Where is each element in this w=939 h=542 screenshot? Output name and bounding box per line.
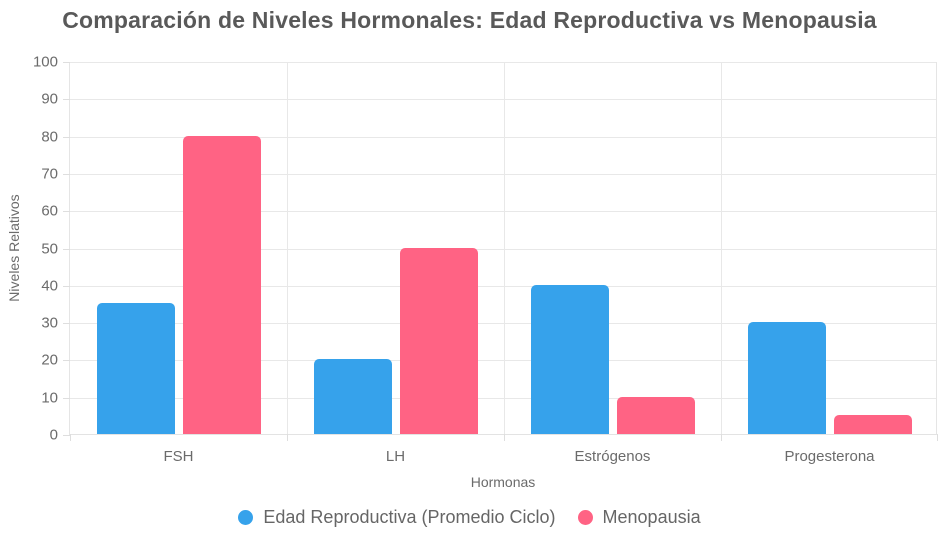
x-axis-title: Hormonas <box>470 474 536 490</box>
y-tick-mark <box>63 173 70 175</box>
gridline-horizontal <box>70 248 936 250</box>
y-tick-mark <box>63 285 70 287</box>
legend-marker-icon <box>238 510 254 525</box>
bar-edad-reproductiva-promedio-ciclo-estrogenos[interactable] <box>530 284 609 434</box>
y-tick-label: 50 <box>41 240 58 257</box>
gridline-horizontal <box>70 211 936 213</box>
y-tick-label: 90 <box>41 90 58 108</box>
gridline-horizontal <box>70 173 936 175</box>
bar-menopausia-lh[interactable] <box>399 247 478 434</box>
y-tick-mark <box>63 99 70 101</box>
x-tick-mark <box>70 434 71 441</box>
legend-item-edad-reproductiva-promedio-ciclo[interactable]: Edad Reproductiva (Promedio Ciclo) <box>238 507 556 528</box>
y-tick-mark <box>63 360 70 362</box>
x-tick-label-estrogenos: Estrógenos <box>574 448 651 465</box>
y-tick-label: 10 <box>41 389 58 407</box>
x-tick-label-lh: LH <box>385 448 406 465</box>
y-tick-mark <box>63 397 70 399</box>
y-tick-mark <box>63 211 70 213</box>
bar-menopausia-progesterona[interactable] <box>833 415 912 434</box>
x-tick-mark <box>504 434 505 441</box>
x-tick-mark <box>287 434 288 441</box>
y-tick-mark <box>63 435 70 436</box>
gridline-horizontal <box>70 397 936 399</box>
y-tick-label: 0 <box>49 426 58 444</box>
legend-item-menopausia[interactable]: Menopausia <box>577 507 701 528</box>
legend-label: Edad Reproductiva (Promedio Ciclo) <box>263 507 556 527</box>
y-tick-label: 20 <box>41 351 58 369</box>
x-tick-label-progesterona: Progesterona <box>784 448 875 465</box>
y-axis-title: Niveles Relativos <box>6 194 22 302</box>
y-tick-label: 40 <box>41 277 58 295</box>
x-tick-mark <box>721 434 722 441</box>
y-tick-label: 80 <box>41 128 58 146</box>
legend: Edad Reproductiva (Promedio Ciclo) Menopa… <box>0 507 939 528</box>
bar-edad-reproductiva-promedio-ciclo-fsh[interactable] <box>96 303 175 434</box>
gridline-vertical <box>287 62 288 434</box>
y-tick-label: 60 <box>41 202 58 220</box>
y-tick-label: 30 <box>41 314 58 332</box>
gridline-vertical <box>721 62 722 434</box>
gridline-vertical <box>504 62 505 434</box>
gridline-horizontal <box>70 285 936 287</box>
bar-menopausia-estrogenos[interactable] <box>616 396 695 434</box>
legend-marker-icon <box>577 510 593 525</box>
bar-edad-reproductiva-promedio-ciclo-progesterona[interactable] <box>747 322 826 434</box>
x-tick-mark <box>937 434 938 441</box>
y-tick-mark <box>63 62 70 63</box>
bar-edad-reproductiva-promedio-ciclo-lh[interactable] <box>313 359 392 434</box>
gridline-horizontal <box>70 62 936 63</box>
legend-label: Menopausia <box>602 507 701 527</box>
gridline-horizontal <box>70 99 936 101</box>
bar-menopausia-fsh[interactable] <box>182 135 261 434</box>
chart-title: Comparación de Niveles Hormonales: Edad … <box>62 7 877 33</box>
y-tick-label: 70 <box>41 165 58 183</box>
gridline-horizontal <box>70 136 936 138</box>
y-tick-mark <box>63 136 70 138</box>
plot-area: 0 10 20 30 40 50 60 70 80 90 100 FSH LH Estrógenos Pro… <box>33 54 938 465</box>
gridline-horizontal <box>70 360 936 362</box>
y-tick-label: 100 <box>32 53 58 71</box>
x-tick-label-fsh: FSH <box>163 448 194 465</box>
y-tick-mark <box>63 248 70 250</box>
y-tick-mark <box>63 323 70 325</box>
gridline-horizontal <box>70 323 936 325</box>
